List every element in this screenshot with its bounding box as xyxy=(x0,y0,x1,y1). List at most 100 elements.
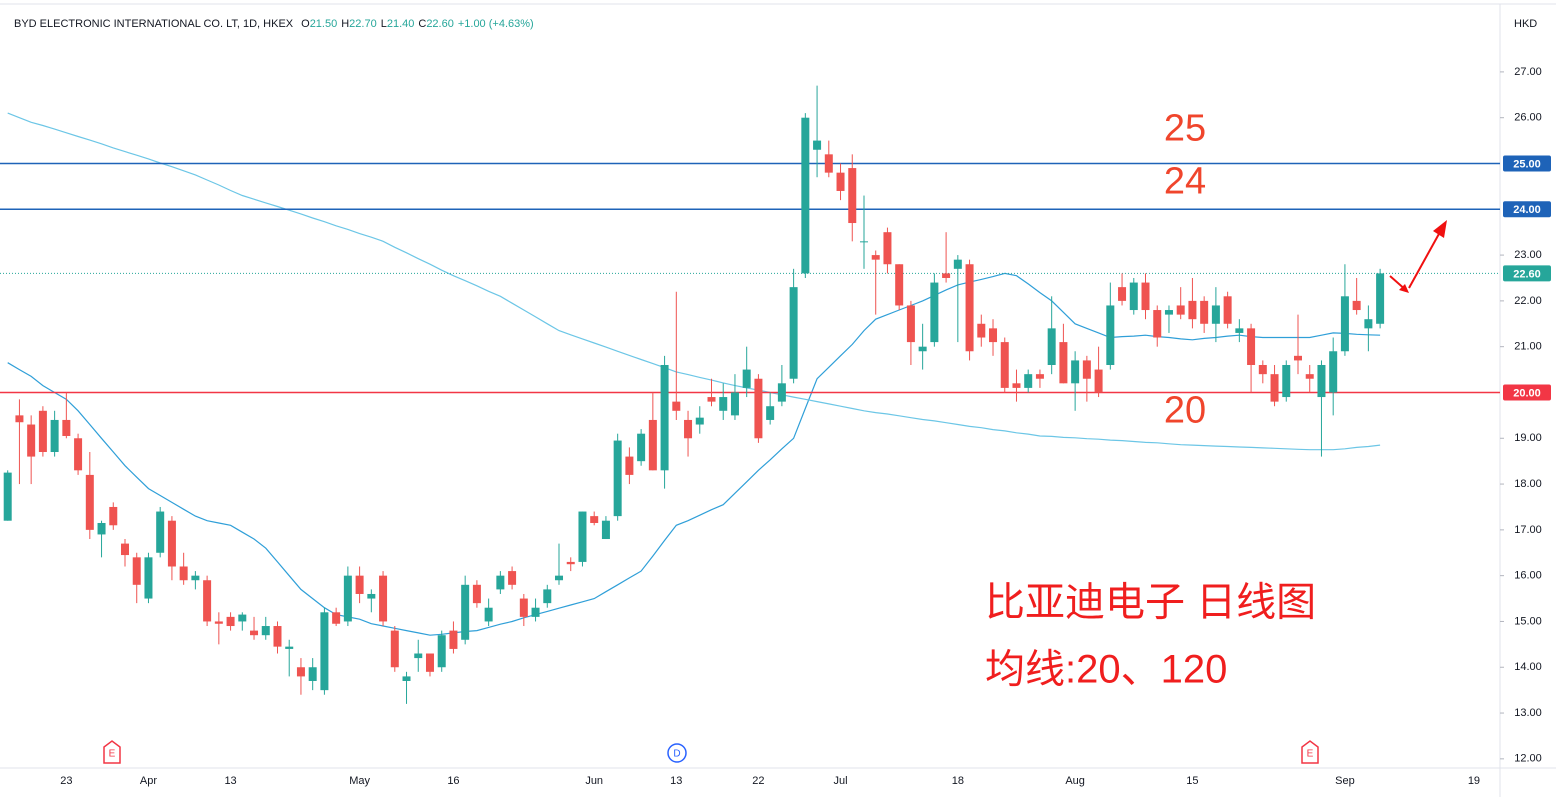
candle-body xyxy=(672,401,681,411)
candle-body xyxy=(1000,342,1009,388)
candle-body xyxy=(156,511,165,553)
candle-body xyxy=(953,259,962,269)
candle-body xyxy=(320,612,329,691)
plot-area xyxy=(0,85,1500,704)
candle-body xyxy=(695,417,704,425)
candle-body xyxy=(379,575,388,622)
candle-body xyxy=(625,456,634,475)
candle-body xyxy=(308,667,317,681)
event-label: E xyxy=(109,749,116,760)
candle-body xyxy=(1247,328,1256,365)
candle-body xyxy=(355,575,364,594)
candle-body xyxy=(367,593,376,599)
candle-body xyxy=(85,474,94,530)
candle-body xyxy=(707,397,716,402)
legend-value: 21.40 xyxy=(386,18,415,30)
x-tick-label: 16 xyxy=(447,775,459,787)
y-tick-label: 27.00 xyxy=(1514,66,1542,78)
candle-body xyxy=(1317,364,1326,398)
candle-body xyxy=(226,616,235,627)
candle-body xyxy=(109,506,118,526)
arrow-head xyxy=(1433,220,1447,238)
candle-body xyxy=(62,419,71,436)
candle-body xyxy=(27,424,36,457)
arrow xyxy=(1408,231,1441,289)
candle-body xyxy=(167,520,176,567)
candle-body xyxy=(1376,273,1385,324)
y-tick-label: 14.00 xyxy=(1514,661,1542,673)
candle-body xyxy=(191,575,200,581)
candle-body xyxy=(601,520,610,540)
candle-body xyxy=(38,410,47,453)
candle-body xyxy=(730,392,739,416)
candle-body xyxy=(74,438,83,471)
candle-body xyxy=(472,584,481,604)
candle-body xyxy=(1211,305,1220,324)
y-tick-label: 17.00 xyxy=(1514,524,1542,536)
x-tick-label: 13 xyxy=(670,775,682,787)
candle-body xyxy=(1094,369,1103,393)
candle-body xyxy=(766,406,775,420)
candle-body xyxy=(1294,355,1302,361)
candle-body xyxy=(742,369,751,388)
candle-body xyxy=(508,571,517,585)
candle-body xyxy=(989,328,998,343)
x-tick-label: 15 xyxy=(1186,775,1198,787)
candle-body xyxy=(906,305,915,343)
y-tick-label: 23.00 xyxy=(1514,249,1542,261)
candle-body xyxy=(261,626,270,636)
chart-note: 均线:20、120 xyxy=(985,648,1227,692)
candle-body xyxy=(871,255,880,260)
event-marker xyxy=(103,740,121,764)
candle-body xyxy=(543,589,552,604)
x-tick-label: Aug xyxy=(1065,775,1085,787)
candle-body xyxy=(332,612,341,624)
level-annotation: 20 xyxy=(1164,390,1206,432)
candle-body xyxy=(461,584,470,640)
candle-body xyxy=(179,566,188,581)
candle-body xyxy=(1024,374,1033,388)
candle-body xyxy=(789,287,798,379)
moving-average-line xyxy=(7,272,1381,636)
candle-body xyxy=(449,630,458,649)
candle-body xyxy=(1340,296,1349,352)
event-label: E xyxy=(1307,749,1314,760)
candle-body xyxy=(1305,374,1314,379)
event-label: D xyxy=(673,749,680,760)
y-tick-label: 26.00 xyxy=(1514,112,1542,124)
candle-body xyxy=(1129,282,1138,311)
event-marker xyxy=(667,743,687,763)
candle-body xyxy=(50,419,59,453)
y-tick-label: 22.00 xyxy=(1514,295,1542,307)
y-tick-label: 12.00 xyxy=(1514,753,1542,765)
candle-body xyxy=(895,264,904,306)
currency: HKD xyxy=(1514,18,1538,30)
arrow-head xyxy=(1399,284,1409,293)
candle-body xyxy=(402,676,411,681)
price-tag xyxy=(1503,155,1551,172)
price-tag xyxy=(1503,384,1551,401)
price-tag xyxy=(1503,201,1551,218)
candle-body xyxy=(121,543,129,556)
x-tick-label: 13 xyxy=(224,775,236,787)
candle-body xyxy=(1176,305,1185,315)
candle-body xyxy=(719,397,728,411)
candle-body xyxy=(648,419,657,471)
legend-value: 21.50 xyxy=(309,18,338,30)
event-marker xyxy=(1301,740,1319,764)
candle-body xyxy=(883,232,892,265)
candle-body xyxy=(754,378,763,439)
candle-body xyxy=(930,282,939,343)
candle-body xyxy=(1329,351,1338,393)
candle-body xyxy=(1047,328,1056,365)
x-tick-label: May xyxy=(349,775,370,787)
candle-body xyxy=(1364,319,1373,329)
candle-body xyxy=(273,626,282,647)
candle-body xyxy=(1012,383,1021,388)
chart-note: 比亚迪电子 日线图 xyxy=(985,581,1316,625)
candle-body xyxy=(285,646,294,649)
candle-body xyxy=(296,667,305,677)
candle-body xyxy=(859,241,868,243)
